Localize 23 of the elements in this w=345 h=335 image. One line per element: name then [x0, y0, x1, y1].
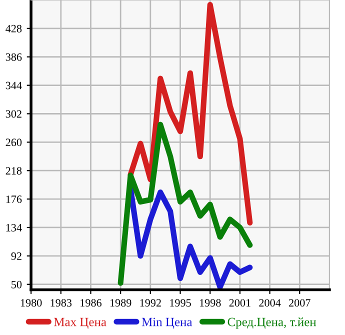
- x-tick-label: 1989: [110, 299, 132, 307]
- y-tick-label: 386: [6, 53, 22, 61]
- legend-label: Min Цена: [142, 318, 192, 329]
- legend-label: Сред.Цена, т.йен: [228, 318, 316, 329]
- x-tick-label: 1995: [170, 299, 191, 307]
- x-tick-label: 2001: [229, 299, 250, 307]
- y-tick-label: 134: [6, 224, 22, 232]
- x-tick-label: 1992: [140, 299, 161, 307]
- y-tick-label: 176: [6, 196, 22, 204]
- x-tick-label: 1998: [200, 299, 221, 307]
- y-tick-label: 260: [6, 138, 22, 146]
- y-tick-label: 344: [6, 82, 22, 90]
- x-tick-label: 1980: [20, 299, 42, 307]
- x-tick-label: 2004: [259, 299, 281, 307]
- y-tick-label: 218: [6, 167, 22, 175]
- y-tick-label: 92: [11, 252, 22, 260]
- y-tick-label: 50: [12, 280, 22, 288]
- x-tick-label: 1986: [80, 299, 102, 307]
- legend-label: Max Цена: [54, 318, 106, 329]
- x-tick-label: 2007: [289, 299, 310, 307]
- y-tick-label: 428: [6, 24, 22, 32]
- y-tick-label: 302: [6, 110, 22, 118]
- x-tick-label: 1983: [50, 299, 72, 307]
